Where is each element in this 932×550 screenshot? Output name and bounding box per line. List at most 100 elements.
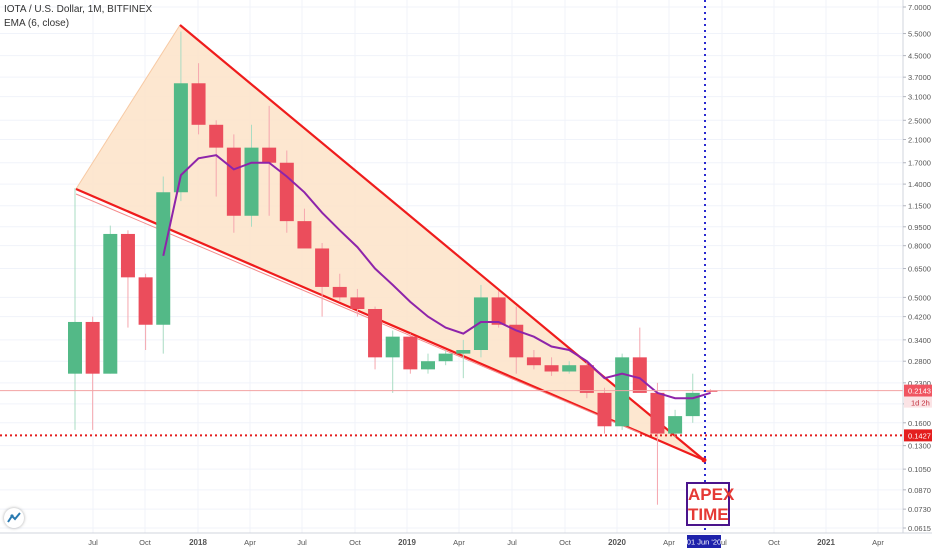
price-tick-label: 5.5000 — [908, 30, 931, 39]
price-tick-label: 2.1000 — [908, 135, 931, 144]
countdown-tag — [904, 396, 932, 408]
candle-body — [385, 336, 400, 358]
time-tick-label: Apr — [453, 538, 465, 547]
price-tick-label: 3.1000 — [908, 93, 931, 102]
price-tick-label: 2.5000 — [908, 116, 931, 125]
candle-body — [421, 361, 435, 370]
time-tick-label: 2020 — [608, 538, 626, 547]
candle-body — [562, 365, 577, 372]
candle-body — [509, 324, 524, 358]
price-tick-label: 0.2800 — [908, 357, 931, 366]
apex-label-line2: TIME — [688, 505, 729, 524]
candle-body — [332, 286, 347, 298]
candle-body — [191, 83, 206, 125]
candle-body — [156, 192, 171, 325]
apex-time-label: APEX TIME — [686, 482, 735, 526]
candle-body — [403, 336, 418, 370]
price-tick-label: 0.9500 — [908, 223, 931, 232]
price-tick-label: 0.1050 — [908, 465, 931, 474]
candle-body — [297, 221, 312, 249]
candle-body — [315, 248, 330, 287]
price-tick-label: 0.0730 — [908, 505, 931, 514]
wedge-edge — [75, 24, 181, 190]
time-tick-label: Apr — [872, 538, 884, 547]
tradingview-logo-icon[interactable] — [4, 508, 24, 528]
candle-body — [650, 392, 665, 434]
price-tick-label: 1.1500 — [908, 202, 931, 211]
price-tick-label: 3.7000 — [908, 73, 931, 82]
candle-body — [350, 297, 365, 309]
price-tick-label: 7.0000 — [908, 3, 931, 12]
price-tick-label: 0.8000 — [908, 242, 931, 251]
support-price-label: 0.1427 — [908, 431, 931, 440]
time-tick-label: Jul — [507, 538, 517, 547]
candle-body — [138, 277, 153, 325]
candle-body — [544, 365, 559, 372]
price-tick-label: 0.1600 — [908, 419, 931, 428]
price-tick-label: 4.5000 — [908, 52, 931, 61]
candle-body — [226, 147, 241, 216]
time-axis: Jul Oct 2018 Apr Jul Oct 2019 Apr Jul Oct 2020 Apr J… — [0, 532, 932, 548]
candle-body — [473, 297, 488, 351]
candle-body — [244, 147, 259, 216]
symbol-title: IOTA / U.S. Dollar, 1M, BITFINEX — [4, 4, 153, 15]
candle-body — [120, 233, 135, 278]
time-tick-label: Jul — [297, 538, 307, 547]
last-price-label: 0.2143 — [908, 387, 931, 396]
support-price-tag — [904, 429, 932, 442]
price-tick-label: 0.2300 — [908, 379, 931, 388]
time-tick-label: Jul — [88, 538, 98, 547]
candle-body — [438, 353, 453, 362]
wedge-fill — [76, 25, 704, 460]
price-tick-label: 0.0615 — [908, 524, 931, 533]
ema-line — [162, 154, 711, 400]
time-tick-label: Oct — [349, 538, 362, 547]
price-tick-label: 1.4000 — [908, 180, 931, 189]
price-tick-label: 0.4200 — [908, 313, 931, 322]
time-tick-label: Apr — [244, 538, 256, 547]
price-tick-label: 1.7000 — [908, 159, 931, 168]
time-tick-label: Oct — [768, 538, 781, 547]
candle-body — [526, 357, 541, 366]
candle-body — [279, 162, 294, 222]
legend: IOTA / U.S. Dollar, 1M, BITFINEX EMA (6,… — [4, 3, 152, 31]
candle-body — [668, 416, 683, 434]
time-tick-label: 2019 — [398, 538, 416, 547]
candle-body — [632, 357, 647, 393]
time-tick-label: 2021 — [817, 538, 835, 547]
candle-body — [491, 297, 506, 325]
countdown-label: 1d 2h — [911, 399, 930, 408]
apex-label-line1: APEX — [688, 485, 735, 504]
candle-body — [103, 233, 118, 374]
price-tick-label: 0.5000 — [908, 293, 931, 302]
price-axis-bg — [903, 0, 932, 533]
time-tick-label: Oct — [559, 538, 572, 547]
candle-body — [579, 365, 594, 393]
last-price-tag — [904, 384, 932, 397]
price-tick-label: 0.3400 — [908, 336, 931, 345]
time-tick-label: Jul — [717, 538, 727, 547]
apex-point — [701, 457, 707, 463]
candle-body — [368, 308, 383, 358]
price-tick-label: 0.1300 — [908, 442, 931, 451]
crosshair-date-label: 01 Jun '20 — [687, 538, 721, 547]
time-tick-label: Oct — [139, 538, 152, 547]
candle-body — [85, 321, 100, 374]
candle-body — [68, 321, 82, 374]
candle-body — [262, 147, 277, 163]
candle-body — [173, 83, 188, 193]
price-axis: 7.0000 5.5000 4.5000 3.7000 3.1000 2.5000 2.10… — [902, 0, 932, 533]
candle-body — [209, 124, 224, 148]
price-tick-label: 0.0870 — [908, 486, 931, 495]
indicator-label: EMA (6, close) — [4, 18, 70, 29]
time-tick-label: 2018 — [189, 538, 207, 547]
candle-body — [456, 350, 471, 354]
candle-body — [615, 357, 630, 427]
horizontal-lines — [0, 0, 903, 533]
crosshair-date-tag — [687, 535, 721, 548]
price-tick-label: 0.6500 — [908, 265, 931, 274]
candle-body — [597, 392, 612, 427]
time-tick-label: Apr — [663, 538, 675, 547]
